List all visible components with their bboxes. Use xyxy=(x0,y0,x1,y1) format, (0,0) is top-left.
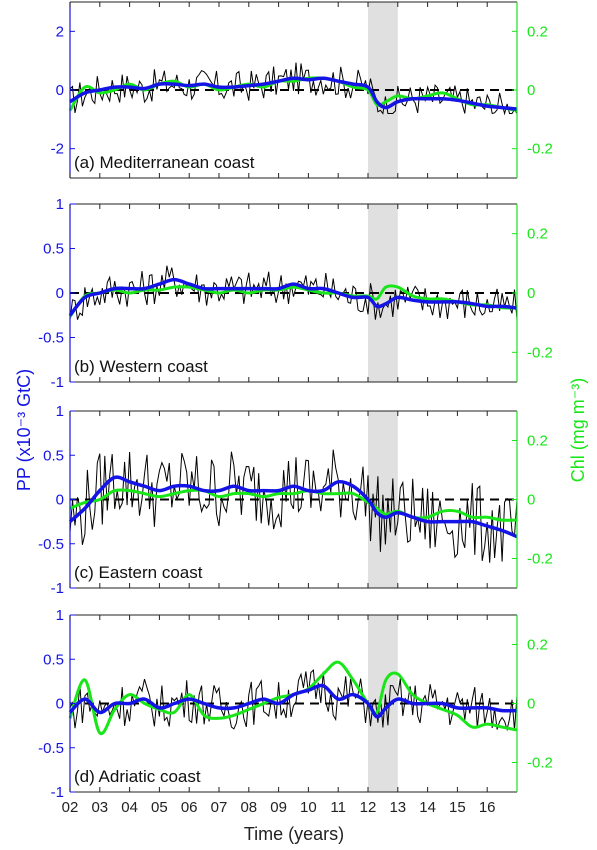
y-left-tick-label: -1 xyxy=(51,580,64,597)
panels-group: -202-0.200.2(a) Mediterranean coast-1-0.… xyxy=(38,1,553,816)
panel-title: (d) Adriatic coast xyxy=(74,767,201,786)
y-right-tick-label: 0.2 xyxy=(527,433,548,450)
y-left-tick-label: 1 xyxy=(56,607,64,624)
pp-monthly-line xyxy=(69,669,518,732)
y-right-tick-label: -0.2 xyxy=(527,141,553,158)
y-left-tick-label: -1 xyxy=(51,784,64,801)
pp-smoothed-line xyxy=(68,683,518,719)
x-tick-label: 03 xyxy=(91,799,108,816)
x-tick-label: 14 xyxy=(419,799,436,816)
y-left-tick-label: 1 xyxy=(56,196,64,213)
y-left-tick-label: -2 xyxy=(51,141,64,158)
pp-smoothed-line xyxy=(68,277,518,317)
x-tick-label: 07 xyxy=(211,799,228,816)
y-right-tick-label: -0.2 xyxy=(527,344,553,361)
y-right-tick-label: 0.2 xyxy=(527,23,548,40)
y-right-tick-label: 0 xyxy=(527,492,535,509)
pp-smoothed-line xyxy=(68,475,518,539)
y-left-tick-label: -1 xyxy=(51,374,64,391)
panel-0: -2 0 2 -0.2 0 0.2 (a) Mediterranean coast xyxy=(51,1,553,179)
y-axis-right-label: Chl (mg m⁻³) xyxy=(568,378,588,483)
y-left-tick-label: 0 xyxy=(56,285,64,302)
y-right-tick-label: 0 xyxy=(527,285,535,302)
x-tick-label: 06 xyxy=(181,799,198,816)
y-right-tick-label: 0 xyxy=(527,82,535,99)
x-tick-label: 15 xyxy=(449,799,466,816)
chl-line xyxy=(68,76,518,112)
y-left-tick-label: -0.5 xyxy=(38,536,64,553)
y-left-tick-label: 0.5 xyxy=(43,447,64,464)
y-right-tick-label: 0.2 xyxy=(527,226,548,243)
pp-monthly-line xyxy=(69,449,518,563)
y-right-tick-label: -0.2 xyxy=(527,755,553,772)
panel-title: (b) Western coast xyxy=(74,357,208,376)
x-tick-label: 10 xyxy=(300,799,317,816)
y-left-tick-label: 0 xyxy=(56,492,64,509)
y-left-tick-label: 0 xyxy=(56,82,64,99)
panel-title: (a) Mediterranean coast xyxy=(74,153,255,172)
x-tick-label: 12 xyxy=(360,799,377,816)
y-left-tick-label: 0 xyxy=(56,696,64,713)
chl-line xyxy=(69,488,518,522)
x-tick-label: 09 xyxy=(270,799,287,816)
x-tick-label: 13 xyxy=(389,799,406,816)
x-tick-label: 04 xyxy=(121,799,138,816)
y-left-tick-label: -0.5 xyxy=(38,330,64,347)
y-right-tick-label: -0.2 xyxy=(527,551,553,568)
pp-smoothed-line xyxy=(69,76,518,111)
panel-1: -1 -0.5 0 0.5 1 -0.2 0 0.2 (b) Western coast xyxy=(38,196,553,391)
x-tick-label: 05 xyxy=(151,799,168,816)
x-axis-label: Time (years) xyxy=(244,824,344,844)
panel-title: (c) Eastern coast xyxy=(74,563,203,582)
panel-2: -1 -0.5 0 0.5 1 -0.2 0 0.2 (c) Eastern coast xyxy=(38,403,553,597)
panel-3: -1 -0.5 0 0.5 1 -0.2 0 0.2 (d) Adriatic coast xyxy=(38,607,553,801)
y-left-tick-label: 2 xyxy=(56,23,64,40)
y-right-tick-label: 0 xyxy=(527,696,535,713)
x-tick-label: 08 xyxy=(240,799,257,816)
y-left-tick-label: 0.5 xyxy=(43,241,64,258)
y-right-tick-label: 0.2 xyxy=(527,637,548,654)
y-axis-left-label: PP (x10⁻³ GtC) xyxy=(14,369,34,491)
x-tick-label: 11 xyxy=(330,799,346,816)
y-left-tick-label: 0.5 xyxy=(43,651,64,668)
y-left-tick-label: -0.5 xyxy=(38,740,64,757)
x-tick-label: 02 xyxy=(62,799,79,816)
y-left-tick-label: 1 xyxy=(56,403,64,420)
x-tick-label: 16 xyxy=(479,799,496,816)
